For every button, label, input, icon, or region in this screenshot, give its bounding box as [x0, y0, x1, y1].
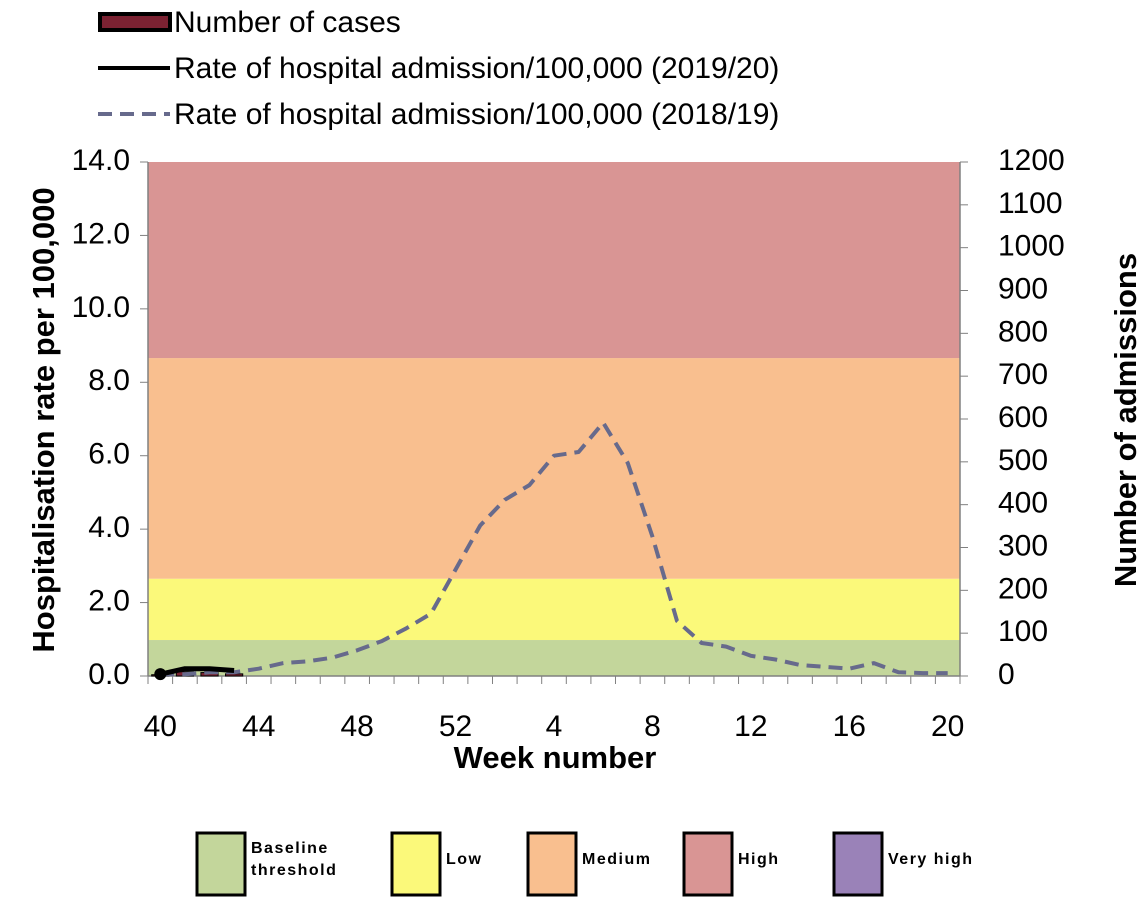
y-tick-label: 2.0: [88, 584, 130, 617]
y2-tick-label: 1100: [998, 187, 1063, 220]
y-tick-label: 4.0: [88, 511, 130, 544]
threshold-swatch: [832, 831, 884, 897]
y2-tick-label: 1000: [998, 230, 1065, 263]
x-tick-label: 12: [734, 710, 767, 743]
threshold-label: Very high: [888, 851, 974, 868]
y-tick-label: 14.0: [72, 144, 130, 177]
y2-tick-label: 0: [998, 658, 1015, 691]
y2-tick-label: 600: [998, 401, 1048, 434]
y2-tick-label: 300: [998, 529, 1048, 562]
y2-tick-label: 100: [998, 615, 1048, 648]
legend-swatch: [98, 12, 172, 32]
threshold-band: [148, 640, 960, 676]
threshold-label-box: Low: [446, 851, 483, 868]
threshold-label: High: [738, 851, 780, 868]
threshold-label: Medium: [582, 851, 652, 868]
x-tick-label: 44: [242, 710, 275, 743]
legend-label: Rate of hospital admission/100,000 (2019…: [174, 52, 779, 85]
x-tick-label: 20: [931, 710, 964, 743]
y2-tick-label: 700: [998, 358, 1048, 391]
threshold-label-box: Medium: [582, 851, 652, 868]
y-tick-label: 0.0: [88, 658, 130, 691]
x-tick-label: 40: [144, 710, 177, 743]
threshold-label-box: High: [738, 851, 780, 868]
legend-label: Rate of hospital admission/100,000 (2018…: [174, 98, 779, 131]
y-axis-title-text: Hospitalisation rate per 100,000: [26, 187, 61, 652]
y-tick-label: 8.0: [88, 364, 130, 397]
x-axis-title: Week number: [454, 740, 657, 775]
x-tick-label: 16: [833, 710, 866, 743]
series-line: [160, 420, 948, 677]
x-tick-label: 4: [546, 710, 563, 743]
threshold-swatch: [682, 831, 734, 897]
y-tick-label: 12.0: [72, 217, 130, 250]
threshold-band: [148, 358, 960, 579]
y-axis-title: Hospitalisation rate per 100,000: [26, 187, 61, 652]
x-tick-label: 8: [644, 710, 661, 743]
threshold-label: Baseline threshold: [251, 840, 338, 879]
y2-axis-title: Number of admissions: [1108, 253, 1143, 587]
threshold-label-box: Baseline threshold: [251, 840, 338, 879]
y2-tick-label: 500: [998, 444, 1048, 477]
threshold-swatch: [526, 831, 578, 897]
threshold-swatch: [195, 831, 247, 897]
y-tick-label: 6.0: [88, 438, 130, 471]
y2-tick-label: 200: [998, 572, 1048, 605]
threshold-swatch: [390, 831, 442, 897]
series-marker: [154, 668, 167, 681]
legend-label: Number of cases: [174, 6, 401, 39]
y2-tick-label: 900: [998, 272, 1048, 305]
series-line: [159, 666, 235, 677]
y-tick-label: 10.0: [72, 291, 130, 324]
x-tick-label: 48: [340, 710, 373, 743]
threshold-band: [148, 578, 960, 641]
threshold-label: Low: [446, 851, 483, 868]
threshold-label-box: Very high: [888, 851, 974, 868]
y2-tick-label: 800: [998, 315, 1048, 348]
x-tick-label: 52: [439, 710, 472, 743]
y2-tick-label: 1200: [998, 144, 1065, 177]
y2-tick-label: 400: [998, 487, 1048, 520]
threshold-band: [148, 162, 960, 359]
